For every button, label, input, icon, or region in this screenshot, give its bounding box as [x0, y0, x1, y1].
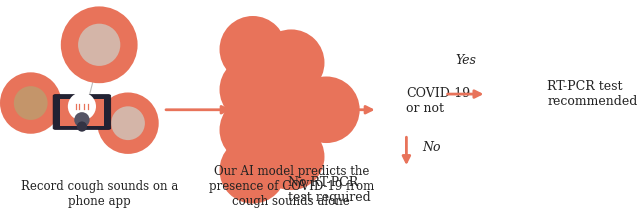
Ellipse shape — [77, 121, 87, 132]
Ellipse shape — [220, 56, 286, 123]
Text: COVID-19
or not: COVID-19 or not — [406, 87, 470, 115]
Ellipse shape — [258, 76, 324, 143]
Ellipse shape — [220, 137, 286, 204]
FancyBboxPatch shape — [53, 95, 111, 129]
FancyBboxPatch shape — [60, 99, 104, 126]
Ellipse shape — [68, 92, 96, 121]
Ellipse shape — [0, 72, 61, 134]
Ellipse shape — [61, 6, 138, 83]
Ellipse shape — [258, 123, 324, 190]
Ellipse shape — [78, 24, 120, 66]
Text: Yes: Yes — [456, 54, 476, 67]
Ellipse shape — [220, 97, 286, 163]
Text: Our AI model predicts the
presence of COVID-19 from
cough sounds alone: Our AI model predicts the presence of CO… — [209, 165, 374, 208]
Ellipse shape — [220, 16, 286, 83]
Ellipse shape — [293, 76, 360, 143]
Text: No: No — [422, 141, 441, 154]
Ellipse shape — [14, 86, 47, 120]
Ellipse shape — [111, 106, 145, 140]
Ellipse shape — [97, 93, 159, 154]
Ellipse shape — [74, 112, 90, 127]
Text: Record cough sounds on a
phone app: Record cough sounds on a phone app — [20, 180, 178, 208]
Text: No RT-PCR
test required: No RT-PCR test required — [288, 177, 371, 204]
Ellipse shape — [258, 29, 324, 96]
Text: RT-PCR test
recommended: RT-PCR test recommended — [547, 80, 637, 108]
